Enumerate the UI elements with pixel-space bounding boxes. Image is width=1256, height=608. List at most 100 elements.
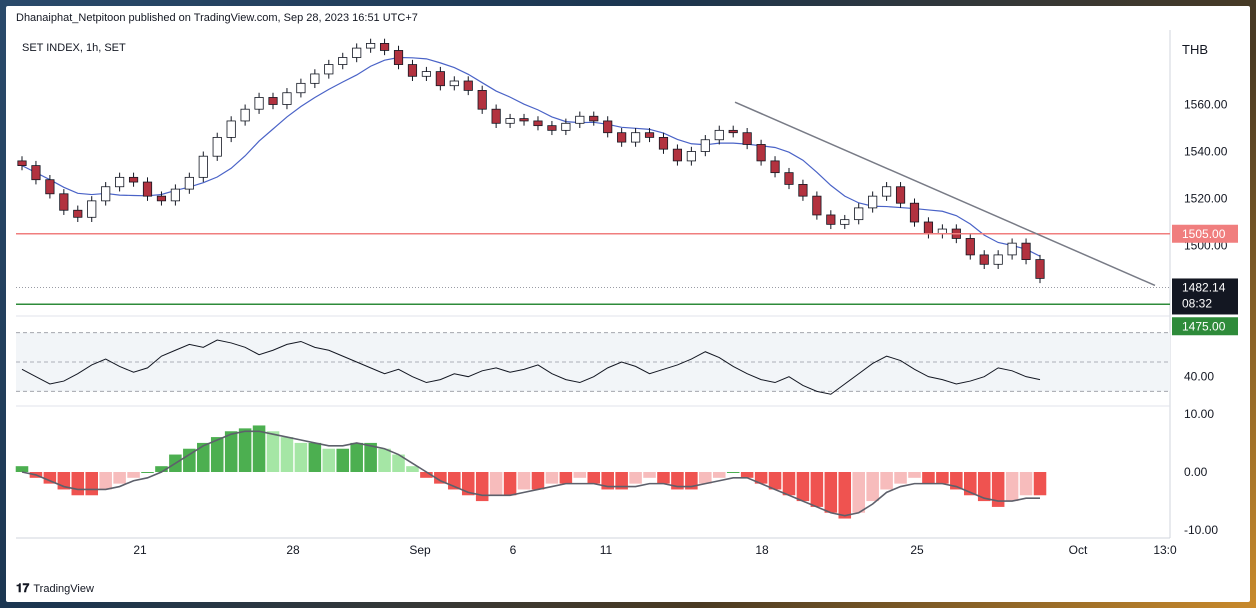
time-tick-label: Oct [1069, 543, 1088, 557]
candle-body [617, 132, 627, 143]
candle-body [31, 165, 41, 181]
candle-body [184, 176, 194, 190]
macd-histogram-bar [936, 472, 949, 484]
candle-body [156, 195, 167, 202]
macd-histogram-bar [406, 466, 419, 472]
candle-body [17, 160, 27, 166]
macd-histogram-bar [210, 437, 224, 472]
time-tick-label: 21 [133, 543, 147, 557]
candle-body [965, 238, 975, 256]
price-tick-label: 1540.00 [1184, 145, 1228, 159]
candle-body [407, 64, 418, 77]
macd-histogram-bar [489, 472, 503, 496]
macd-histogram-bar [155, 466, 168, 472]
candle-body [882, 186, 892, 197]
candle-body [282, 92, 292, 105]
macd-histogram-bar [1019, 472, 1033, 496]
macd-histogram-bar [587, 472, 601, 484]
macd-histogram-bar [657, 472, 670, 484]
candle-body [728, 129, 738, 134]
candle-body [644, 132, 655, 138]
macd-histogram-bar [754, 472, 768, 484]
macd-histogram-bar [768, 472, 782, 490]
macd-tick-label: 0.00 [1184, 465, 1208, 479]
symbol-label: SET INDEX, 1h, SET [22, 42, 126, 54]
candle-body [254, 97, 264, 110]
macd-histogram-bar [434, 472, 447, 484]
tradingview-logo-icon: 𝟏𝟕 [16, 581, 30, 595]
candle-body [909, 202, 920, 223]
macd-histogram-bar [475, 472, 489, 502]
candle-body [603, 120, 613, 134]
time-tick-label: 13:0 [1153, 543, 1177, 557]
macd-histogram-bar [420, 472, 433, 478]
last-price-badge: 1482.14 [1182, 280, 1226, 294]
candle-body [128, 176, 139, 183]
candle-body [170, 188, 180, 202]
published-caption: Dhanaiphat_Netpitoon published on Tradin… [16, 12, 418, 24]
macd-histogram-bar [141, 472, 154, 473]
candle-body [435, 71, 445, 87]
candle-body [700, 139, 710, 152]
macd-histogram-bar [852, 472, 865, 513]
macd-histogram-bar [531, 472, 545, 490]
macd-histogram-bar [322, 448, 336, 472]
candle-body [505, 118, 515, 124]
macd-histogram-bar [1033, 472, 1047, 496]
macd-signal-line [21, 430, 1040, 517]
candle-body [310, 73, 320, 84]
macd-tick-label: -10.00 [1184, 523, 1218, 537]
candle-body [561, 122, 571, 131]
countdown-badge: 08:32 [1182, 296, 1212, 310]
macd-histogram-bar [294, 442, 308, 472]
candle-body [784, 172, 794, 185]
candle-body [491, 108, 501, 124]
footer-brand[interactable]: 𝟏𝟕 TradingView [16, 581, 94, 596]
candle-body [226, 120, 236, 138]
macd-histogram-bar [726, 472, 740, 473]
macd-histogram-bar [71, 472, 85, 496]
candle-body [212, 136, 222, 157]
candle-body [826, 214, 836, 225]
macd-histogram-bar [963, 472, 977, 496]
time-tick-label: 25 [910, 543, 924, 557]
candle-body [1035, 259, 1045, 279]
candle-body [45, 179, 55, 195]
candle-body [268, 97, 278, 105]
macd-histogram-bar [615, 472, 628, 490]
macd-histogram-bar [308, 442, 322, 472]
candle-body [477, 90, 487, 110]
macd-histogram-bar [183, 448, 196, 472]
time-tick-label: 18 [755, 543, 769, 557]
macd-histogram-bar [838, 472, 852, 519]
time-tick-label: 6 [510, 543, 517, 557]
macd-histogram-bar [392, 454, 405, 472]
candle-body [296, 82, 306, 94]
candle-body [770, 160, 780, 174]
support-badge: 1475.00 [1182, 319, 1226, 333]
macd-histogram-bar [336, 448, 350, 472]
macd-histogram-bar [922, 472, 935, 484]
time-tick-label: 11 [600, 543, 613, 557]
macd-histogram-bar [1005, 472, 1019, 502]
macd-histogram-bar [824, 472, 838, 513]
macd-histogram-bar [364, 442, 377, 472]
macd-histogram-bar [991, 472, 1005, 507]
macd-histogram-bar [880, 472, 893, 490]
macd-histogram-bar [559, 472, 573, 484]
candle-body [533, 120, 543, 127]
currency-label[interactable]: THB [1182, 42, 1208, 57]
candle-body [854, 207, 864, 221]
macd-histogram-bar [350, 442, 363, 472]
resistance-badge: 1505.00 [1182, 227, 1226, 241]
moving-average-line [21, 56, 1041, 257]
macd-histogram-bar [810, 472, 824, 507]
time-tick-label: 28 [286, 543, 300, 557]
macd-histogram-bar [85, 472, 99, 496]
macd-histogram-bar [43, 472, 57, 484]
candle-body [895, 186, 906, 204]
macd-tick-label: 10.00 [1184, 407, 1214, 421]
brand-label: TradingView [33, 582, 94, 595]
candle-body [686, 151, 696, 162]
